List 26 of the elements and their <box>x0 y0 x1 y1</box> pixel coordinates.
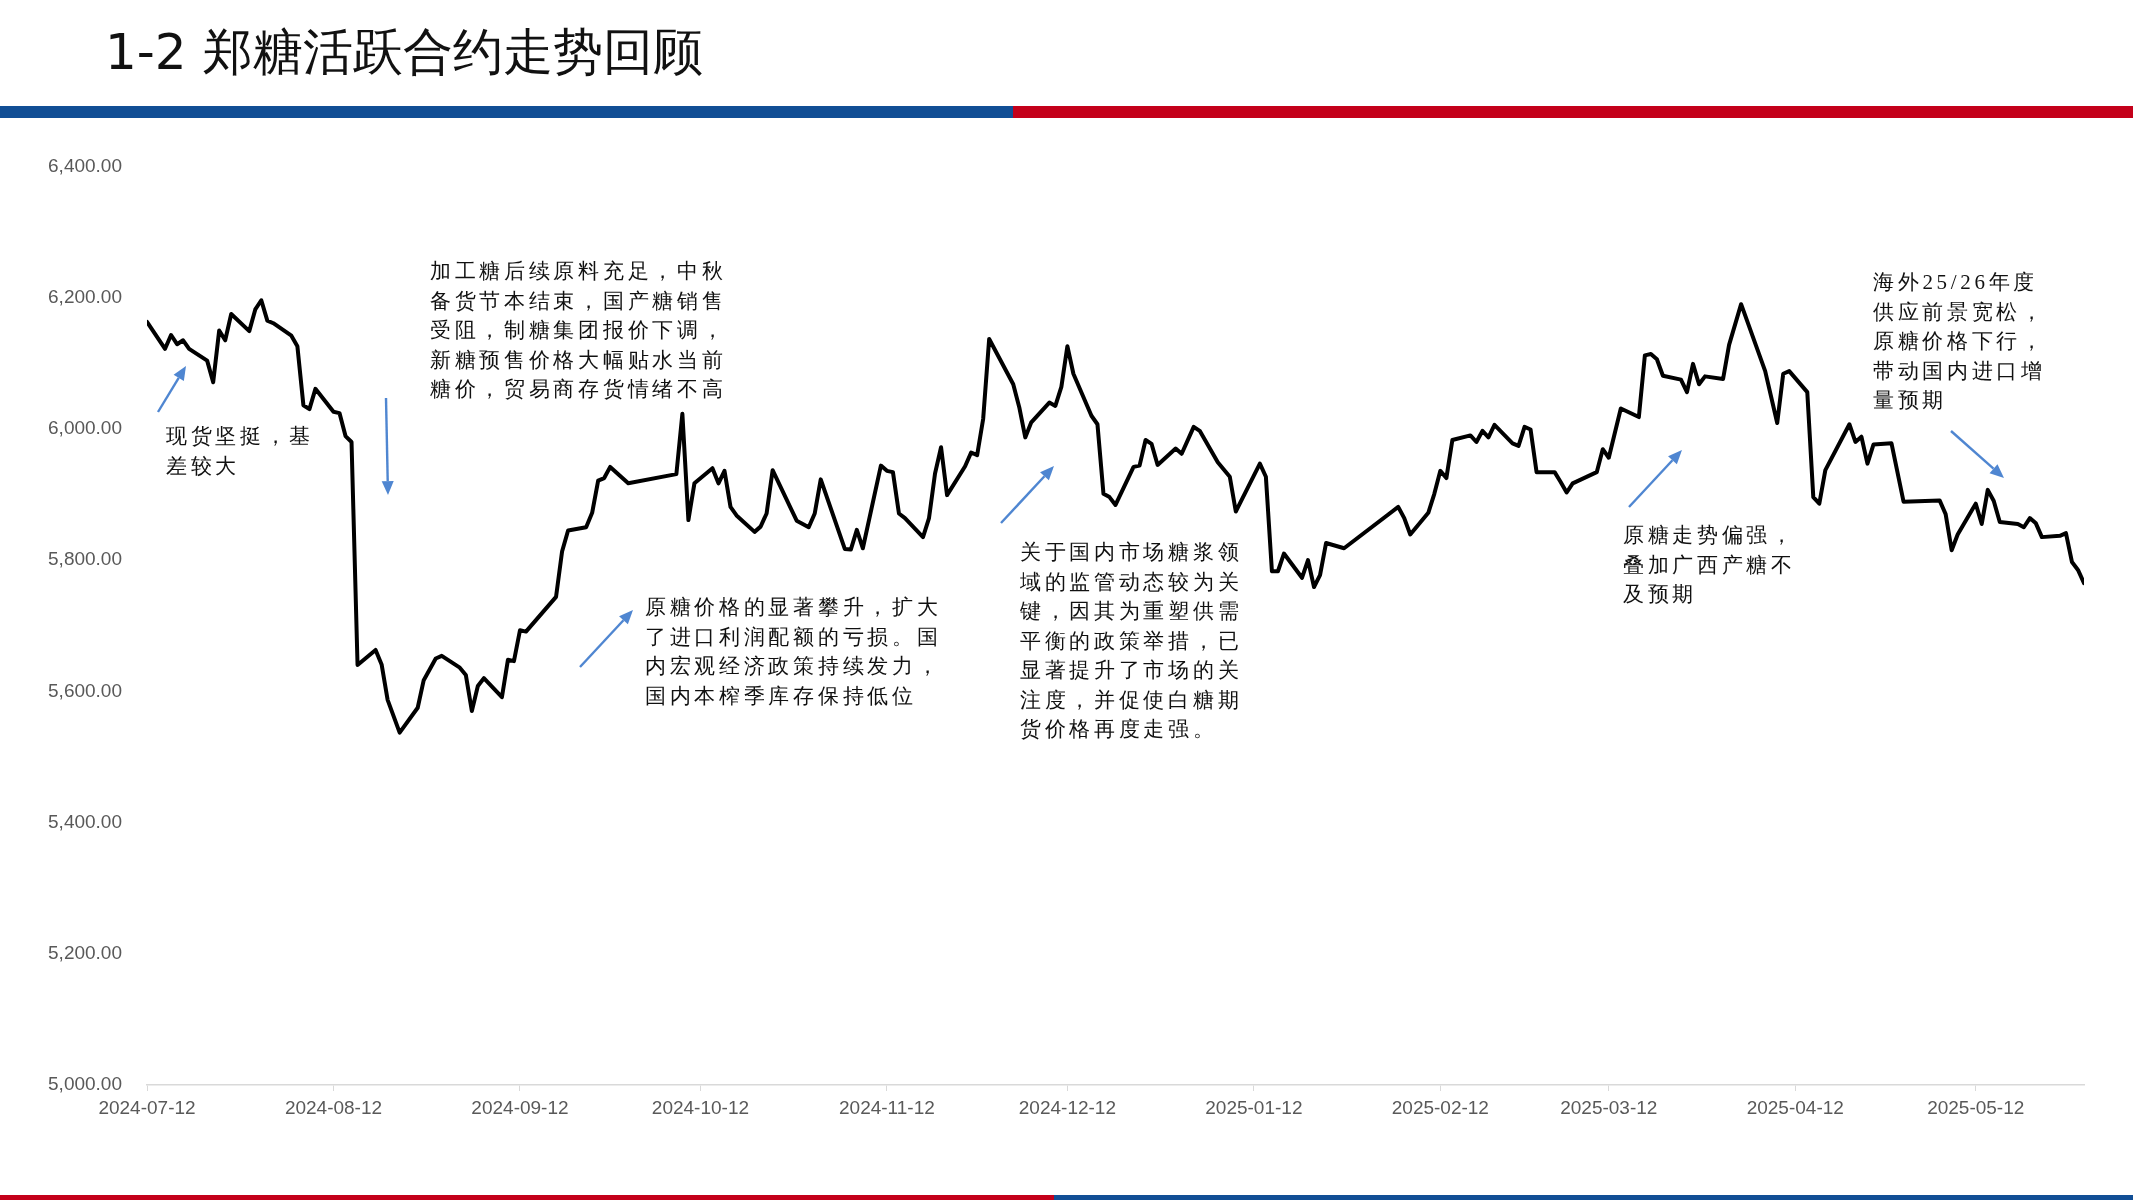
y-tick-label: 5,200.00 <box>48 942 122 964</box>
annotation: 海外25/26年度供应前景宽松，原糖价格下行，带动国内进口增量预期 <box>1873 269 2047 414</box>
x-tick-label: 2024-12-12 <box>1018 1096 1116 1118</box>
x-tick-label: 2024-07-12 <box>98 1096 196 1118</box>
annotation: 现货坚挺，基差较大 <box>166 423 316 480</box>
annotation: 原糖走势偏强，叠加广西产糖不及预期 <box>1623 522 1797 608</box>
y-tick-label: 6,200.00 <box>48 285 122 307</box>
annotation: 原糖价格的显著攀升，扩大了进口利润配额的亏损。国内宏观经济政策持续发力，国内本榨季库存保持低位 <box>645 594 943 710</box>
x-tick-label: 2024-11-12 <box>839 1096 935 1118</box>
y-tick-label: 5,800.00 <box>48 548 122 570</box>
x-tick-label: 2025-04-12 <box>1746 1096 1844 1118</box>
y-tick-label: 5,600.00 <box>48 679 122 701</box>
annotation: 加工糖后续原料充足，中秋备货节本结束，国产糖销售受阻，制糖集团报价下调，新糖预售价格大幅贴水当前糖价，贸易商存货情绪不高 <box>430 258 728 403</box>
x-tick-label: 2024-10-12 <box>651 1096 750 1118</box>
chart-title: 1-2 郑糖活跃合约走势回顾 <box>105 22 703 82</box>
x-tick-label: 2025-03-12 <box>1560 1096 1658 1118</box>
x-tick-label: 2025-02-12 <box>1391 1096 1489 1118</box>
x-tick-label: 2024-09-12 <box>471 1096 569 1118</box>
x-tick-label: 2025-05-12 <box>1927 1096 2025 1118</box>
annotation: 关于国内市场糖浆领域的监管动态较为关键，因其为重塑供需平衡的政策举措，已显著提升了市场的关注度，并促使白糖期货价格再度走强。 <box>1020 539 1244 743</box>
x-tick-label: 2024-08-12 <box>284 1096 383 1118</box>
y-tick-label: 6,000.00 <box>48 417 122 439</box>
y-tick-label: 5,000.00 <box>48 1073 122 1095</box>
x-tick-label: 2025-01-12 <box>1205 1096 1303 1118</box>
y-tick-label: 5,400.00 <box>48 810 122 832</box>
y-tick-label: 6,400.00 <box>48 154 122 176</box>
